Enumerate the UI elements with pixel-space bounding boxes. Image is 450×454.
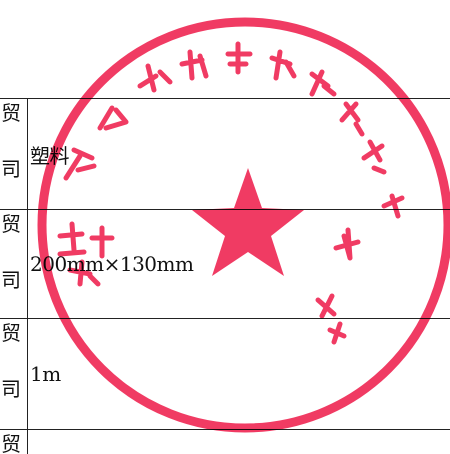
row-label-top: 贸 (1, 321, 21, 345)
row-label-bottom: 司 (1, 377, 21, 401)
row-label-bottom: 司 (1, 157, 21, 181)
row-label: 贸 司 (0, 319, 27, 429)
row-value: 1m (30, 362, 61, 386)
row-value: 200mm×130mm (30, 252, 194, 276)
table-row: 贸 司 塑料 (0, 99, 450, 209)
table-row: 贸 司 200mm×130mm (0, 210, 450, 318)
row-label: 贸 司 (0, 210, 27, 318)
row-label-top: 贸 (1, 212, 21, 236)
table-row: 贸 (0, 430, 450, 454)
row-label-bottom: 司 (1, 268, 21, 292)
document-table: 贸 司 塑料 贸 司 200mm×130mm 贸 司 1m 贸 (0, 98, 450, 454)
row-value: 塑料 (30, 143, 70, 168)
row-label-top: 贸 (1, 101, 21, 125)
table-row: 贸 司 1m (0, 319, 450, 429)
row-label: 贸 司 (0, 99, 27, 209)
row-label: 贸 (0, 430, 27, 454)
row-label-top: 贸 (1, 432, 21, 454)
table-column-divider (27, 98, 28, 454)
